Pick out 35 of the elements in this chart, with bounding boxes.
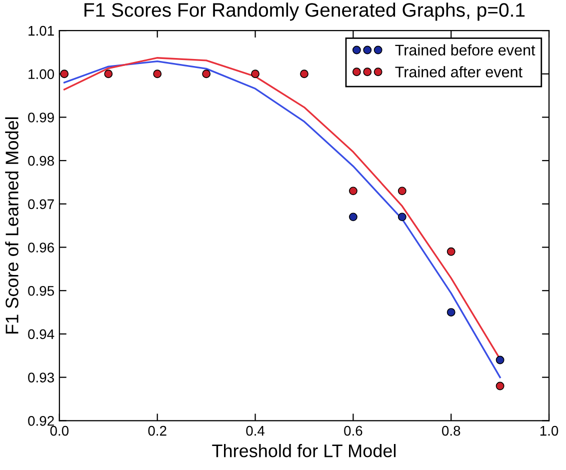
y-tick-label: 0.96 bbox=[28, 242, 54, 252]
point bbox=[446, 308, 456, 317]
point bbox=[153, 70, 162, 78]
y-axis-title: F1 Score of Learned Model bbox=[5, 117, 18, 334]
point bbox=[348, 186, 358, 196]
point bbox=[60, 70, 69, 78]
x-tick-label: 0.2 bbox=[148, 426, 166, 436]
y-tick-label: 1.01 bbox=[28, 26, 54, 36]
x-tick-label: 1.0 bbox=[540, 426, 558, 436]
x-tick-label: 0.0 bbox=[50, 426, 69, 436]
point bbox=[496, 356, 504, 364]
legend-label: Trained before event bbox=[395, 44, 536, 56]
point bbox=[348, 212, 358, 222]
y-tick-label: 0.92 bbox=[28, 416, 54, 426]
x-axis-title: Threshold for LT Model bbox=[212, 444, 396, 458]
point bbox=[300, 70, 308, 78]
point bbox=[202, 70, 211, 78]
y-tick-label: 0.97 bbox=[28, 199, 54, 210]
y-tick-label: 1.00 bbox=[28, 69, 54, 80]
point bbox=[446, 247, 456, 256]
legend-label: Trained after event bbox=[395, 66, 522, 78]
point bbox=[104, 70, 113, 78]
y-tick-label: 0.94 bbox=[28, 329, 54, 340]
point bbox=[496, 382, 504, 390]
y-tick-label: 0.95 bbox=[28, 286, 54, 296]
x-tick-label: 0.6 bbox=[344, 426, 362, 436]
y-tick-label: 0.98 bbox=[28, 156, 54, 166]
point bbox=[398, 212, 406, 222]
x-tick-label: 0.8 bbox=[442, 426, 460, 436]
point bbox=[251, 70, 260, 78]
x-tick-label: 0.4 bbox=[246, 426, 265, 436]
y-tick-label: 0.99 bbox=[28, 112, 54, 122]
y-tick-label: 0.93 bbox=[28, 372, 54, 382]
chart-title: F1 Scores For Randomly Generated Graphs, p=0.1 bbox=[84, 2, 525, 21]
point bbox=[398, 186, 406, 196]
